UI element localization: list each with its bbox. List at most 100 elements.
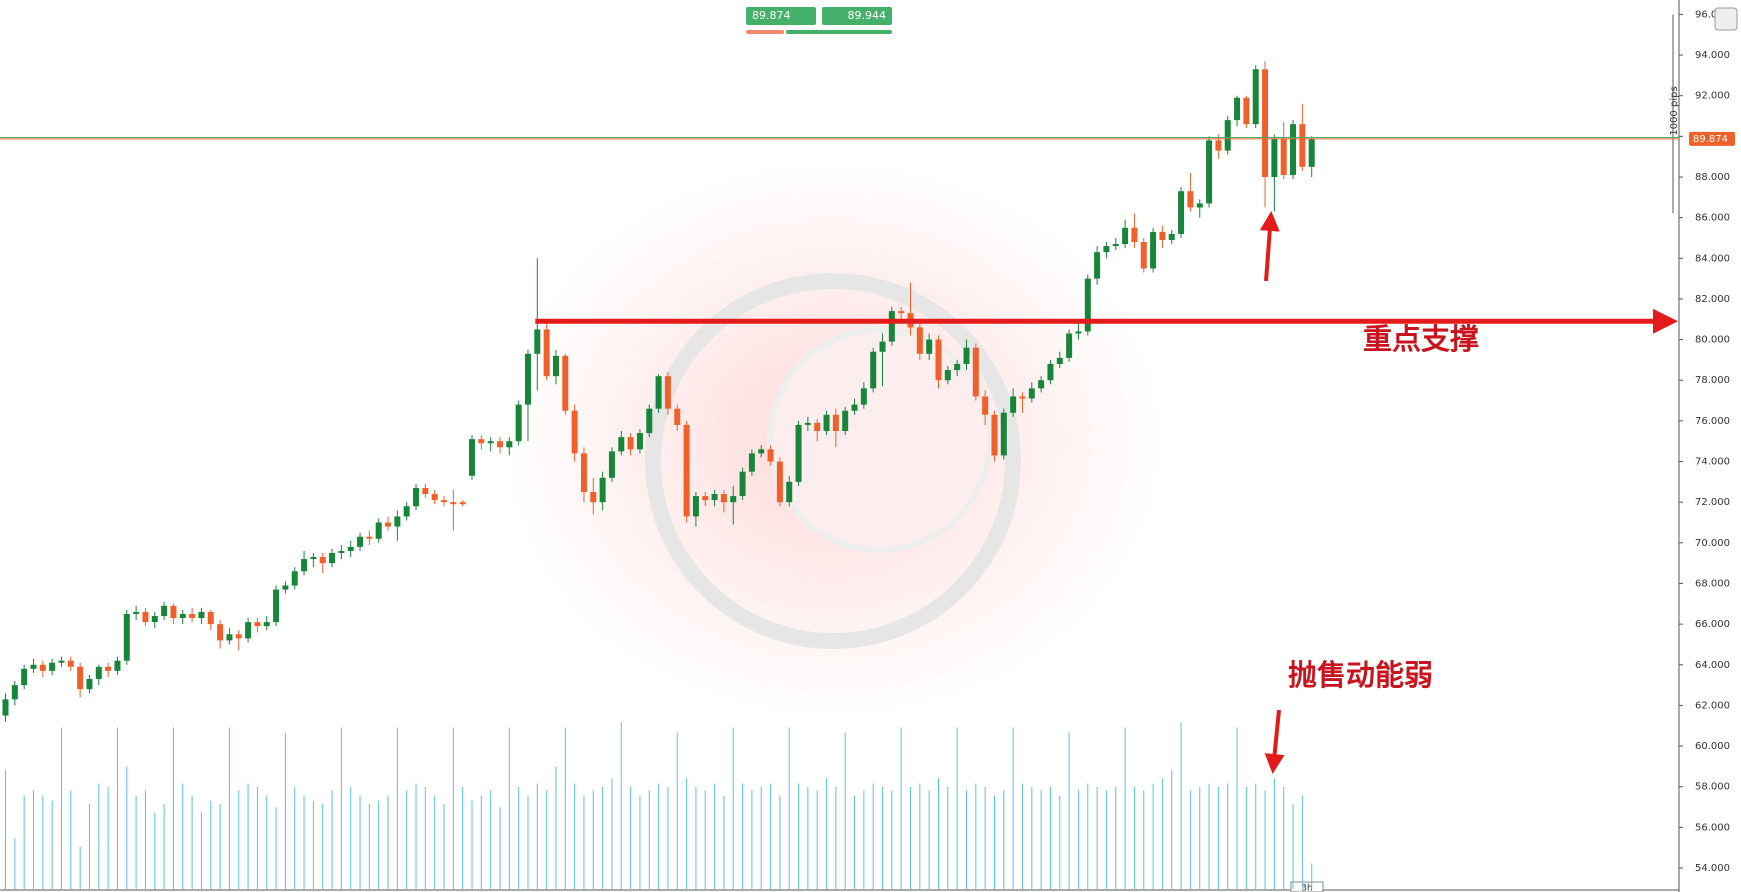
popout-icon[interactable] bbox=[1714, 7, 1738, 31]
candle-body bbox=[590, 492, 597, 503]
candle-body bbox=[515, 404, 522, 442]
candle-body bbox=[49, 662, 56, 671]
candle-body bbox=[198, 611, 205, 619]
candle-body bbox=[254, 622, 261, 627]
candle-body bbox=[95, 666, 102, 679]
candle-body bbox=[870, 351, 877, 389]
y-tick-label: 62.000 bbox=[1695, 700, 1730, 711]
arrow-down bbox=[1264, 709, 1285, 774]
candle-body bbox=[982, 396, 989, 415]
candle-body bbox=[935, 339, 942, 381]
candle-body bbox=[329, 552, 336, 564]
price-label-box bbox=[1689, 131, 1735, 146]
y-tick-label: 68.000 bbox=[1695, 578, 1730, 589]
candle-body bbox=[730, 496, 737, 503]
candle-body bbox=[86, 678, 93, 690]
candle-body bbox=[179, 613, 186, 619]
candle-body bbox=[702, 496, 709, 501]
y-tick-label: 72.000 bbox=[1695, 497, 1730, 508]
candle-body bbox=[1047, 363, 1054, 381]
candle-body bbox=[898, 311, 905, 314]
y-tick-label: 66.000 bbox=[1695, 619, 1730, 630]
candle-body bbox=[524, 353, 531, 405]
candle-body bbox=[431, 494, 438, 501]
candle-body bbox=[1019, 396, 1026, 399]
candle-body bbox=[1094, 252, 1101, 279]
ask-box[interactable] bbox=[822, 7, 892, 25]
candle-body bbox=[1103, 246, 1110, 253]
candle-body bbox=[991, 414, 998, 456]
candle-body bbox=[291, 571, 298, 586]
candle-body bbox=[1299, 124, 1306, 167]
candle-body bbox=[1271, 138, 1278, 177]
candle-body bbox=[459, 502, 466, 505]
support-label: 重点支撑 bbox=[1363, 322, 1479, 356]
candle-body bbox=[478, 439, 485, 444]
y-tick-label: 56.000 bbox=[1695, 822, 1730, 833]
candle-body bbox=[105, 666, 112, 671]
candle-body bbox=[114, 660, 121, 671]
candle-body bbox=[226, 634, 233, 641]
candle-body bbox=[608, 451, 615, 478]
candle-body bbox=[1000, 412, 1007, 456]
candle-body bbox=[674, 408, 681, 425]
candle-body bbox=[422, 487, 429, 495]
candle-body bbox=[842, 410, 849, 432]
candle-body bbox=[413, 487, 420, 507]
candle-body bbox=[552, 355, 559, 377]
candle-body bbox=[1206, 140, 1213, 204]
candle-body bbox=[403, 506, 410, 517]
y-tick-label: 92.000 bbox=[1695, 91, 1730, 102]
candle-body bbox=[599, 477, 606, 503]
candle-body bbox=[319, 557, 326, 564]
candle-body bbox=[860, 388, 867, 405]
candle-body bbox=[2, 699, 9, 716]
arrow-up bbox=[1259, 211, 1280, 282]
candle-body bbox=[1178, 191, 1185, 234]
y-tick-label: 58.000 bbox=[1695, 782, 1730, 793]
candle-body bbox=[814, 422, 821, 432]
candle-body bbox=[263, 622, 270, 627]
range-label: 1000 pips bbox=[1669, 86, 1680, 135]
candle-body bbox=[58, 660, 65, 663]
candle-body bbox=[469, 439, 475, 476]
candle-body bbox=[450, 502, 457, 505]
candle-body bbox=[506, 441, 513, 448]
candle-body bbox=[711, 494, 718, 501]
candle-body bbox=[655, 376, 662, 409]
candle-body bbox=[562, 355, 569, 411]
bid-box[interactable] bbox=[746, 7, 816, 25]
y-tick-label: 88.000 bbox=[1695, 172, 1730, 183]
candle-body bbox=[1215, 140, 1222, 151]
candle-body bbox=[823, 414, 830, 432]
candle-body bbox=[636, 433, 643, 450]
candle-body bbox=[1243, 97, 1250, 125]
candle-body bbox=[366, 536, 373, 539]
candle-body bbox=[133, 611, 140, 614]
candle-body bbox=[926, 339, 933, 354]
candle-body bbox=[1131, 227, 1138, 243]
watermark bbox=[503, 160, 1163, 720]
candle-body bbox=[1075, 331, 1082, 334]
y-tick-label: 64.000 bbox=[1695, 660, 1730, 671]
candle-body bbox=[646, 408, 653, 434]
candle-body bbox=[618, 437, 625, 452]
candle-body bbox=[1196, 203, 1203, 208]
candle-body bbox=[487, 441, 494, 444]
candle-body bbox=[972, 347, 979, 397]
candle-body bbox=[786, 481, 793, 503]
candle-body bbox=[161, 605, 168, 616]
candle-body bbox=[77, 666, 84, 690]
candle-body bbox=[375, 522, 382, 539]
candle-body bbox=[804, 422, 811, 425]
candle-body bbox=[245, 622, 252, 639]
candle-body bbox=[301, 559, 308, 572]
annotation: 抛售动能弱 bbox=[1288, 658, 1433, 692]
candle-body bbox=[832, 414, 839, 432]
candle-body bbox=[11, 685, 18, 700]
candle-body bbox=[1122, 227, 1129, 245]
y-tick-label: 60.000 bbox=[1695, 741, 1730, 752]
candle-body bbox=[67, 660, 74, 667]
candle-body bbox=[1308, 138, 1315, 167]
